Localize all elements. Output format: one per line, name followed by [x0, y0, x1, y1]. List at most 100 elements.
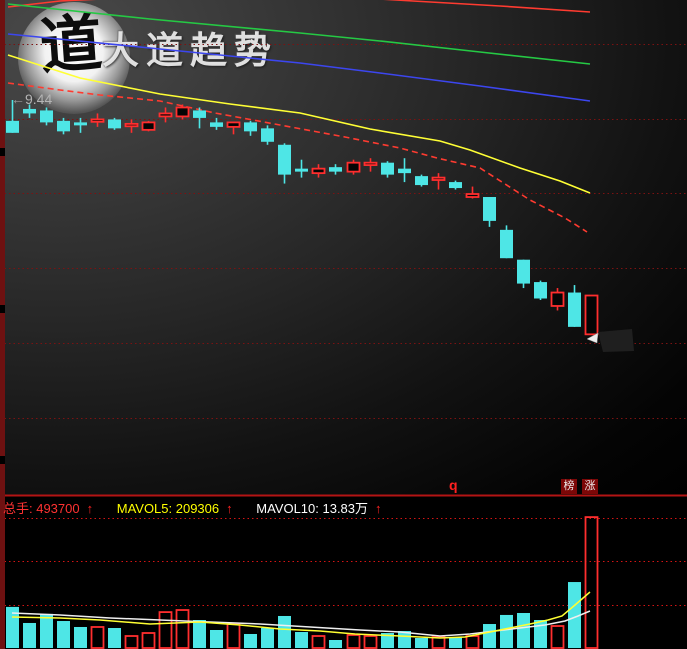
volume-bar-up [226, 623, 241, 649]
volume-bar-down [483, 624, 496, 648]
ma-blue [7, 33, 591, 102]
candlestick-series [6, 100, 599, 336]
volume-bar-up [311, 635, 326, 649]
candle-body-down [329, 167, 342, 172]
volume-bar-up [465, 635, 480, 649]
candle-body-down [23, 108, 36, 114]
candle-body-down [193, 110, 206, 118]
candle-body-up [158, 112, 173, 118]
candle-body-up [550, 291, 565, 307]
candle-body-up [141, 121, 156, 131]
volume-bar-down [74, 626, 87, 648]
volume-total-text: 总手: 493700 [3, 501, 80, 516]
candle-body-up [311, 167, 326, 175]
candle-body-down [261, 128, 274, 142]
candle-body-up [346, 161, 361, 173]
candle-body-down [449, 182, 462, 189]
candle-body-up [431, 176, 446, 181]
left-arrow-icon: ← [11, 91, 25, 107]
volume-bar-up [431, 636, 446, 649]
mavol10-line [11, 610, 591, 637]
volume-bar-down [57, 621, 70, 648]
price-label: ←9.44 [11, 91, 52, 107]
volume-bar-up [158, 611, 173, 649]
candle-body-up [363, 161, 378, 166]
volume-bar-down [517, 613, 530, 648]
mavol10-value: MAVOL10: 13.83万 ↑ [256, 501, 387, 516]
volume-bar-up [584, 516, 599, 649]
volume-bar-down [449, 636, 462, 648]
volume-header: 总手: 493700 ↑ MAVOL5: 209306 ↑ MAVOL10: 13.… [3, 498, 402, 517]
volume-bar-down [381, 633, 394, 648]
mavol10-text: MAVOL10: 13.83万 [256, 501, 369, 516]
marker-q: q [449, 477, 458, 493]
volume-bar-down [244, 633, 257, 648]
up-arrow-icon: ↑ [86, 501, 94, 516]
candle-body-up [465, 193, 480, 198]
edge-notch [0, 456, 5, 464]
volume-bar-down [23, 622, 36, 648]
price-gridlines [0, 44, 687, 419]
mavol-lines [11, 591, 591, 639]
volume-bar-down [278, 615, 291, 648]
candle-body-down [295, 168, 308, 172]
volume-bar-up [141, 632, 156, 649]
ma-yellow [7, 54, 591, 194]
ma-red-dashed [7, 82, 588, 233]
up-arrow-icon: ↑ [375, 501, 382, 516]
volume-bar-down [210, 630, 223, 648]
ma-overlays [7, 0, 591, 233]
edge-notch [0, 148, 5, 156]
candle-body-down [517, 259, 530, 284]
volume-bar-down [415, 638, 428, 648]
window-edge-strip [0, 0, 5, 649]
candle-body-down [74, 122, 87, 126]
candle-body-down [108, 119, 121, 129]
volume-bar-down [534, 620, 547, 648]
volume-series [6, 516, 599, 649]
volume-bar-up [175, 609, 190, 649]
candle-body-down [210, 122, 223, 127]
mouse-cursor [586, 329, 634, 352]
volume-bar-down [329, 640, 342, 648]
volume-bar-down [193, 620, 206, 648]
volume-bar-up [363, 635, 378, 649]
volume-bar-up [346, 634, 361, 649]
price-label-value: 9.44 [25, 91, 53, 107]
candle-body-down [244, 122, 257, 132]
up-arrow-icon: ↑ [226, 501, 233, 516]
candle-body-down [483, 197, 496, 221]
mavol5-text: MAVOL5: 209306 [116, 501, 220, 516]
volume-bar-down [398, 631, 411, 648]
candle-body-up [584, 294, 599, 336]
volume-bar-down [40, 613, 53, 648]
volume-bar-down [568, 582, 581, 648]
volume-bar-up [90, 626, 105, 649]
rank-button[interactable]: 榜 [561, 479, 577, 494]
brand-watermark: 大道趋势 [102, 28, 278, 72]
candle-body-down [415, 176, 428, 186]
candle-body-down [40, 110, 53, 123]
candle-body-down [398, 168, 411, 174]
candle-body-down [57, 120, 70, 132]
mavol5-value: MAVOL5: 209306 ↑ [117, 501, 239, 516]
candle-body-up [226, 121, 241, 128]
ma-green [7, 3, 591, 65]
candle-body-up [175, 106, 190, 118]
volume-total: 总手: 493700 ↑ [3, 501, 99, 516]
candle-body-up [124, 122, 139, 128]
volume-gridlines [0, 518, 687, 606]
edge-notch [0, 305, 5, 313]
candle-body-down [381, 162, 394, 175]
candle-body-down [568, 292, 581, 327]
volume-bar-down [500, 614, 513, 648]
cursor-shadow [598, 329, 634, 352]
mavol5-line [11, 591, 591, 639]
cursor-arrow-icon [586, 332, 599, 344]
rise-button[interactable]: 涨 [582, 479, 598, 494]
volume-bar-down [108, 628, 121, 648]
candle-body-down [6, 120, 19, 133]
candle-body-up [90, 118, 105, 123]
